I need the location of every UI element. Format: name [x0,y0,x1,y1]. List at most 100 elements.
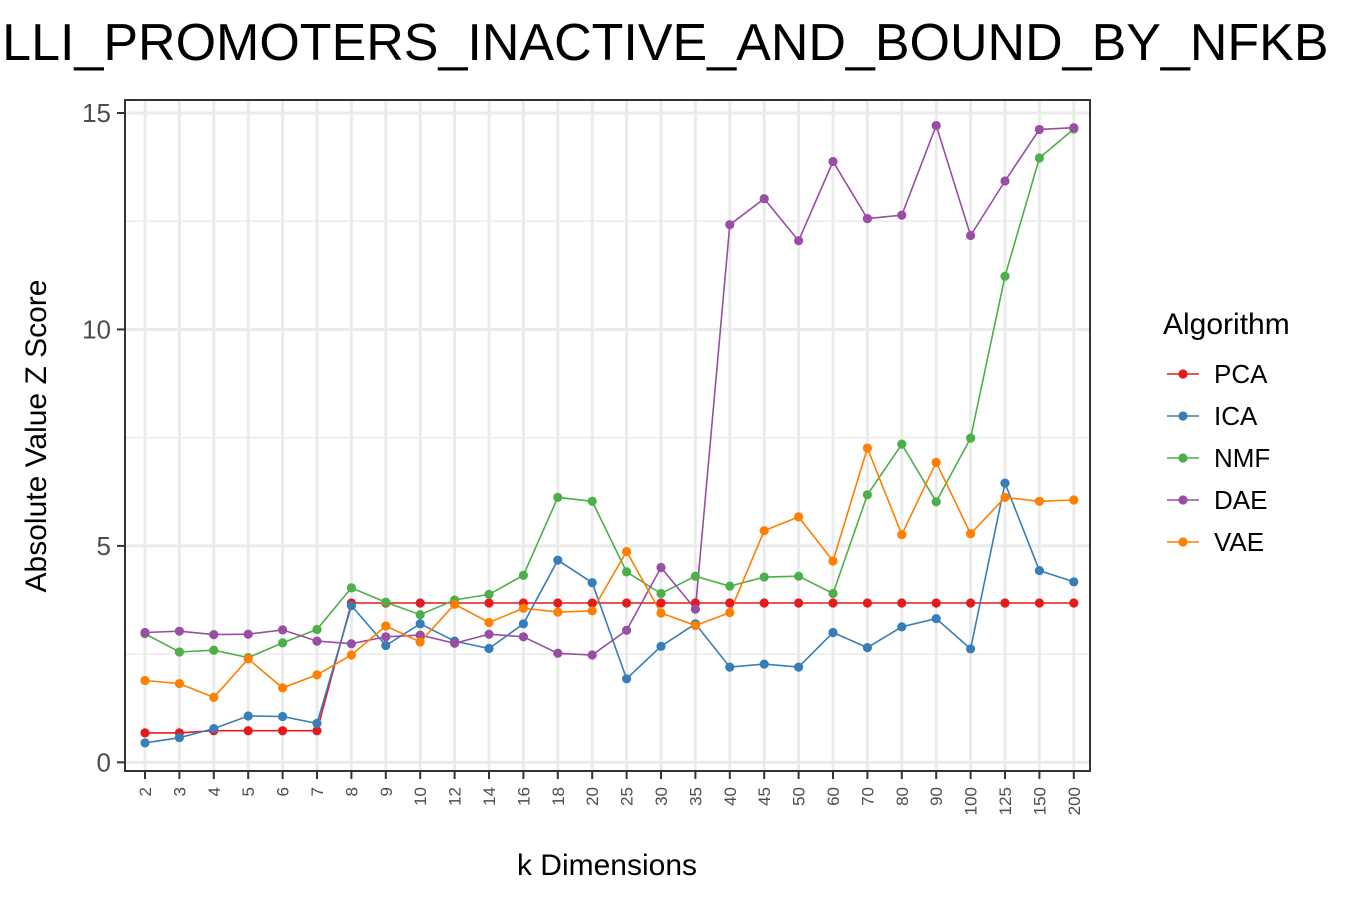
data-point-ica [656,641,666,651]
data-point-nmf [312,624,322,635]
series-lines [144,123,1075,744]
data-point-nmf [725,581,735,591]
x-tick-label: 70 [858,787,877,806]
plot-panel-border [124,99,1091,772]
data-point-ica [312,718,322,728]
data-point-pca [622,598,632,608]
data-point-dae [897,210,907,220]
data-point-pca [759,598,769,608]
data-point-vae [897,530,907,540]
data-point-ica [415,619,425,629]
data-point-vae [450,599,460,609]
data-point-vae [346,650,356,660]
data-point-dae [346,639,356,649]
data-point-vae [794,512,804,522]
data-point-dae [484,629,494,639]
data-point-dae [587,650,597,660]
y-axis: 0 5 10 15 [82,98,125,777]
data-point-pca [862,598,873,608]
data-point-ica [174,733,184,743]
data-point-pca [966,598,976,608]
data-point-vae [553,607,563,617]
data-point-nmf [862,490,873,500]
data-point-nmf [278,638,288,648]
series-line-nmf [144,128,1075,659]
y-tick-label: 0 [97,747,111,777]
data-point-vae [518,603,529,613]
data-point-ica [862,643,873,653]
y-tick-label: 5 [97,531,111,561]
x-tick-label: 90 [927,787,946,806]
data-point-nmf [518,570,529,580]
data-point-pca [1000,598,1010,608]
data-point-pca [484,598,494,608]
data-point-vae [622,546,632,557]
data-point-ica [622,674,632,684]
x-tick-label: 60 [824,787,843,806]
data-point-ica [794,662,804,672]
data-point-nmf [622,567,632,577]
data-point-pca [656,598,666,608]
data-point-ica [209,723,219,734]
data-point-dae [759,194,769,204]
data-point-ica [518,619,529,629]
data-point-pca [415,598,425,608]
x-axis: 2 3 4 5 6 7 8 9 10 12 14 16 18 20 25 30 35 40 45 50 60 70 80 90… [136,771,1084,815]
legend-key-point [1178,369,1188,379]
data-point-ica [828,627,838,638]
data-point-pca [897,598,907,608]
data-point-nmf [415,610,425,620]
data-point-ica [278,711,288,722]
y-axis-title: Absolute Value Z Score [20,280,53,593]
series-line-dae [144,123,1074,656]
data-point-nmf [656,588,666,599]
data-point-nmf [553,492,563,503]
x-tick-label: 20 [583,787,602,806]
series-line-vae [144,445,1074,699]
data-point-pca [587,598,597,608]
data-point-pca [725,598,735,608]
x-tick-label: 150 [1030,787,1049,815]
x-tick-label: 35 [686,787,705,806]
legend-key-point [1178,411,1188,421]
data-point-dae [553,648,563,658]
data-point-vae [1034,496,1044,506]
legend-title: Algorithm [1163,308,1290,341]
data-point-dae [862,214,873,224]
x-tick-label: 125 [996,787,1015,815]
x-tick-label: 7 [308,787,327,796]
x-tick-label: 16 [514,787,533,806]
x-tick-label: 4 [205,787,224,796]
data-point-nmf [209,645,219,655]
data-point-vae [725,607,735,618]
x-tick-label: 100 [962,787,981,815]
data-point-pca [140,728,150,738]
data-point-vae [312,670,322,680]
y-tick-label: 10 [82,314,111,344]
legend-key-point [1178,495,1188,505]
data-point-pca [553,598,563,608]
data-point-ica [725,662,735,672]
data-point-dae [1034,124,1044,135]
data-point-dae [1000,176,1010,186]
data-point-pca [828,598,838,608]
data-point-pca [278,726,288,736]
legend-label-nmf: NMF [1214,443,1270,473]
data-point-vae [828,556,838,566]
x-tick-label: 2 [136,787,155,796]
data-point-ica [759,659,769,669]
data-point-vae [656,608,666,618]
data-point-ica [1069,577,1079,587]
data-point-nmf [794,571,804,581]
data-point-dae [243,629,253,639]
data-point-vae [690,620,701,631]
x-tick-label: 200 [1065,787,1084,815]
data-point-vae [484,617,494,628]
legend-key-point [1178,453,1188,463]
data-point-vae [1069,495,1079,505]
data-point-dae [174,626,184,636]
x-tick-label: 3 [170,787,189,796]
x-tick-label: 18 [549,787,568,806]
data-point-ica [931,614,941,624]
series-points [140,120,1079,748]
